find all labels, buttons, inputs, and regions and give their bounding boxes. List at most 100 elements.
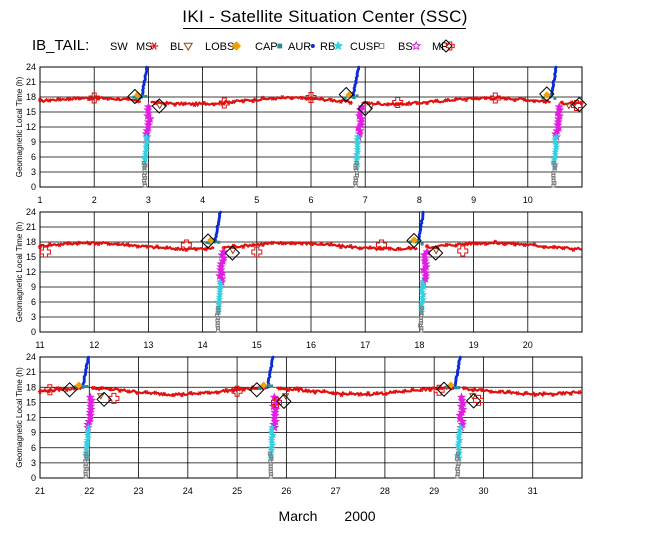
- asterisk-stroke: [329, 97, 333, 103]
- cap-point: [355, 94, 359, 98]
- ms-point: [108, 387, 114, 392]
- cusp-point: [419, 306, 424, 310]
- ms-point: [280, 95, 285, 100]
- asterisk-stroke: [48, 98, 52, 103]
- y-tick-label: 15: [26, 252, 36, 262]
- asterisk-stroke: [506, 389, 511, 394]
- asterisk-stroke: [277, 386, 282, 391]
- x-tick-label: 5: [254, 195, 259, 205]
- ms-point: [559, 100, 565, 105]
- ms-point: [358, 246, 363, 251]
- mp-marker: [180, 239, 192, 251]
- title-underline: [183, 28, 466, 29]
- ms-point: [522, 242, 527, 248]
- asterisk-stroke: [38, 389, 42, 394]
- x-tick-label: 3: [146, 195, 151, 205]
- y-tick-label: 3: [31, 167, 36, 177]
- x-tick-label: 21: [35, 486, 45, 496]
- ms-point: [64, 387, 69, 393]
- mp-marker: [108, 392, 120, 404]
- asterisk-stroke: [348, 100, 353, 106]
- asterisk-stroke: [489, 389, 493, 394]
- ms-point: [348, 100, 353, 106]
- ms-point: [197, 391, 202, 396]
- ms-point: [515, 391, 520, 396]
- boundary-diamond: [338, 86, 354, 103]
- ms-point: [348, 391, 353, 396]
- ms-point: [338, 244, 344, 250]
- asterisk-stroke: [204, 246, 208, 252]
- y-tick-label: 0: [31, 327, 36, 337]
- asterisk-stroke: [339, 392, 344, 398]
- y-tick-label: 12: [26, 267, 36, 277]
- asterisk-stroke: [135, 244, 140, 249]
- asterisk-stroke: [454, 243, 458, 248]
- ms-point: [260, 242, 265, 248]
- ms-point: [424, 244, 430, 249]
- x-tick-label: 7: [363, 195, 368, 205]
- ms-point: [211, 102, 217, 107]
- asterisk-stroke: [533, 392, 537, 398]
- asterisk-stroke: [106, 96, 110, 101]
- ms-point: [367, 245, 373, 250]
- cap-point: [420, 242, 424, 246]
- legend-marker-diamond: [231, 41, 242, 51]
- legend-prefix: IB_TAIL:: [32, 37, 89, 54]
- ms-point: [328, 97, 334, 103]
- asterisk-stroke: [322, 388, 326, 394]
- asterisk-stroke: [542, 99, 546, 104]
- asterisk-stroke: [366, 390, 370, 396]
- asterisk-stroke: [513, 97, 517, 103]
- asterisk-stroke: [474, 241, 478, 246]
- asterisk-stroke: [319, 241, 323, 247]
- ms-point: [357, 392, 362, 397]
- ms-point: [182, 101, 187, 106]
- aur-point: [421, 210, 425, 214]
- cap-point: [270, 384, 274, 388]
- x-tick-label: 4: [200, 195, 205, 205]
- rb-point: [216, 278, 224, 286]
- ms-point: [392, 389, 397, 395]
- boundary-diamond: [151, 98, 167, 114]
- ms-point: [419, 387, 424, 393]
- asterisk-stroke: [57, 242, 62, 248]
- asterisk-stroke: [348, 243, 353, 249]
- y-tick-label: 9: [31, 428, 36, 438]
- ms-point: [568, 391, 573, 397]
- ms-point: [473, 241, 478, 246]
- bl-point: [155, 102, 164, 110]
- x-tick-label: 11: [35, 340, 44, 350]
- asterisk-stroke: [532, 242, 536, 247]
- legend-marker-star: [333, 40, 344, 51]
- y-tick-label: 6: [31, 297, 36, 307]
- bs-point: [216, 265, 226, 274]
- asterisk-stroke: [339, 244, 343, 250]
- ms-point: [76, 96, 82, 101]
- ms-point: [215, 390, 220, 395]
- magnetosheath-band: [39, 385, 582, 397]
- mp-marker: [305, 92, 317, 103]
- asterisk-stroke: [396, 101, 400, 107]
- ms-point: [577, 390, 582, 395]
- asterisk-stroke: [109, 387, 113, 392]
- y-tick-label: 15: [26, 107, 36, 117]
- ms-point: [67, 96, 72, 102]
- ms-point: [154, 244, 160, 249]
- cusp-point: [551, 161, 556, 165]
- asterisk-stroke: [524, 390, 528, 396]
- ms-point: [135, 244, 140, 249]
- asterisk-stroke: [471, 388, 475, 393]
- mp-marker: [218, 97, 230, 109]
- ms-point: [397, 246, 402, 252]
- asterisk-stroke: [483, 95, 488, 101]
- rb-point: [142, 133, 150, 141]
- cusp-point: [268, 451, 273, 456]
- cusp-point: [84, 451, 89, 456]
- ms-point: [299, 241, 304, 246]
- asterisk-stroke: [261, 95, 265, 101]
- asterisk-stroke: [393, 389, 397, 395]
- ms-point: [462, 386, 467, 391]
- x-tick-label: 13: [143, 340, 153, 350]
- aur-point: [86, 355, 90, 359]
